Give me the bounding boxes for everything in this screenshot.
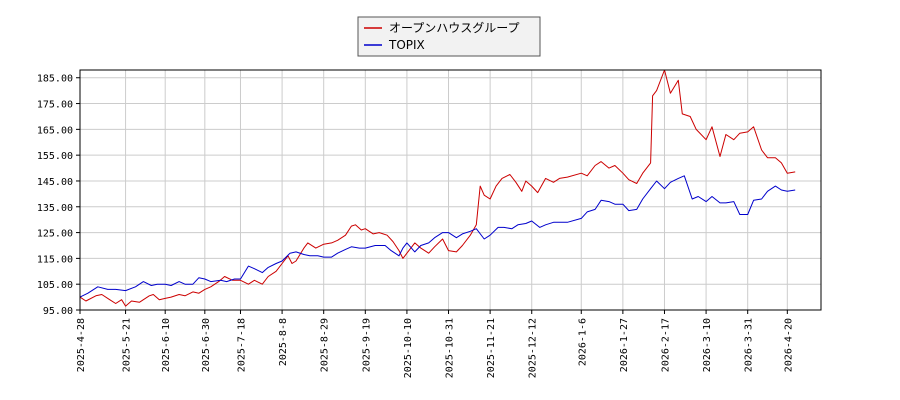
y-tick-label: 95.00: [43, 306, 73, 317]
x-tick-label: 2025-12-12: [528, 318, 539, 378]
x-tick-label: 2025-5-21: [122, 318, 133, 372]
series-line-topix: [79, 175, 796, 298]
legend-label: オープンハウスグループ: [389, 21, 520, 35]
x-tick-label: 2025-6-10: [161, 318, 172, 372]
y-tick-label: 135.00: [37, 203, 73, 214]
x-tick-label: 2025-10-10: [403, 318, 414, 378]
y-tick-label: 175.00: [37, 100, 73, 111]
x-tick-label: 2025-8-8: [278, 318, 289, 366]
x-tick-label: 2025-11-21: [486, 318, 497, 378]
x-tick-label: 2025-10-31: [445, 318, 456, 378]
chart-legend: オープンハウスグループ TOPIX: [357, 16, 541, 57]
x-tick-label: 2025-8-29: [320, 318, 331, 372]
y-tick-label: 125.00: [37, 229, 73, 240]
chart-grid: [79, 70, 821, 311]
x-tick-label: 2025-6-30: [201, 318, 212, 372]
legend-label: TOPIX: [388, 38, 425, 52]
y-tick-label: 145.00: [37, 177, 73, 188]
x-tick-label: 2026-3-31: [744, 318, 755, 372]
y-tick-label: 105.00: [37, 280, 73, 291]
x-tick-label: 2026-4-20: [783, 318, 794, 372]
y-tick-label: 155.00: [37, 151, 73, 162]
x-axis-ticks: 2025-4-28 2025-5-21 2025-6-10 2025-6-30 2025…: [76, 310, 794, 378]
y-axis-ticks: 95.00 105.00 115.00 125.00 135.00 145.00 155.0…: [37, 74, 80, 317]
series-line-openhouse: [79, 69, 796, 307]
legend-box: [357, 16, 541, 57]
x-tick-label: 2025-7-18: [236, 318, 247, 372]
y-tick-label: 115.00: [37, 254, 73, 265]
chart-series: [79, 69, 796, 307]
plot-frame: [79, 69, 822, 311]
x-tick-label: 2026-1-27: [619, 318, 630, 372]
x-tick-label: 2026-1-6: [577, 318, 588, 366]
x-tick-label: 2026-2-17: [660, 318, 671, 372]
x-tick-label: 2025-9-19: [361, 318, 372, 372]
x-tick-label: 2025-4-28: [76, 318, 87, 372]
chart-axes: [79, 69, 822, 311]
x-tick-label: 2026-3-10: [702, 318, 713, 372]
y-tick-label: 165.00: [37, 125, 73, 136]
y-tick-label: 185.00: [37, 74, 73, 85]
